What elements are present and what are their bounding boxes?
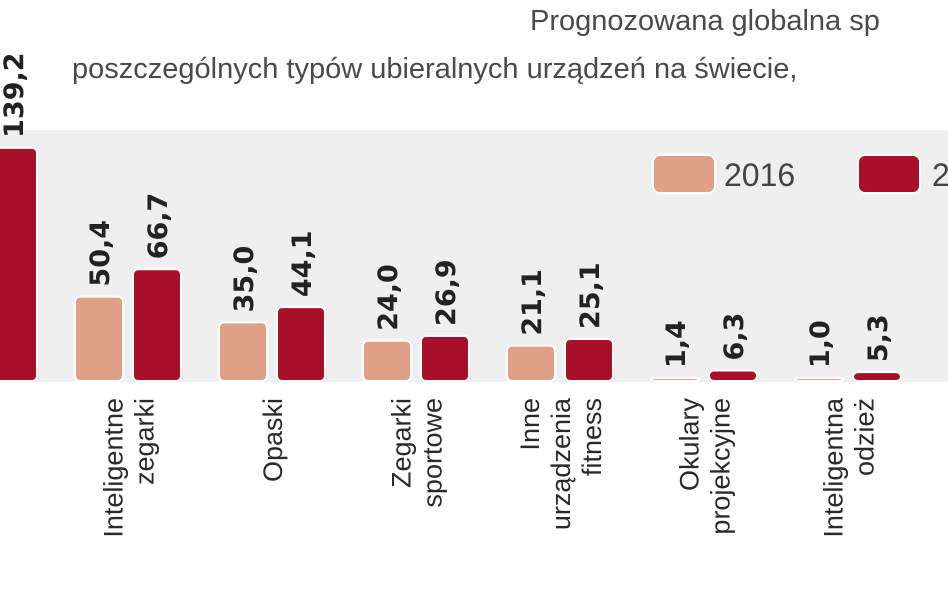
category-label: urządzenia (546, 397, 576, 530)
bar-2-6 (852, 371, 902, 382)
bar-2016-3 (362, 339, 412, 382)
category-label: Inne (515, 398, 545, 451)
category-label: Inteligentna (819, 397, 849, 538)
legend-label-second: 2 (932, 157, 948, 193)
bar-2-2 (276, 306, 326, 383)
value-label: 21,1 (517, 269, 548, 336)
bar-2016-6 (794, 377, 844, 382)
value-label: 26,9 (431, 259, 462, 326)
bar-2-1 (132, 268, 182, 382)
bar-2016-5 (650, 377, 700, 382)
value-label: 24,0 (373, 264, 404, 331)
category-label: Opaski (258, 398, 288, 482)
value-label: 1,4 (661, 320, 692, 368)
value-label: 50,4 (85, 220, 116, 287)
category-label: Zegarki (387, 398, 417, 488)
value-label: 25,1 (575, 262, 606, 329)
category-label: sportowe (418, 398, 448, 508)
category-label: zegarki (130, 398, 160, 485)
value-label: 35,0 (229, 246, 260, 313)
category-label: fitness (577, 398, 607, 476)
bar-2-3 (420, 334, 470, 383)
category-label: Okulary (675, 398, 705, 492)
bar-2-5 (708, 369, 758, 383)
bar-2-0 (0, 146, 38, 382)
legend-label-2016: 2016 (724, 157, 795, 193)
legend-swatch-second (857, 154, 921, 194)
chart-title-line-1: Prognozowana globalna sp (530, 5, 880, 37)
bar-2016-4 (506, 344, 556, 382)
category-label: Inteligentne (99, 398, 129, 538)
value-label: 66,7 (143, 193, 174, 260)
value-label: 1,0 (805, 320, 836, 368)
category-label: odzież (850, 398, 880, 476)
chart-title-line-2: poszczególnych typów ubieralnych urządze… (72, 53, 797, 85)
bar-2016-2 (218, 321, 268, 382)
value-label: 6,3 (719, 313, 750, 361)
bar-2016-1 (74, 295, 124, 382)
bar-2-4 (564, 337, 614, 382)
category-label: projekcyjne (706, 398, 736, 535)
value-label: 139,2 (0, 52, 30, 137)
legend: 2016 2 (652, 154, 948, 194)
legend-swatch-2016 (652, 154, 716, 194)
value-label: 5,3 (863, 314, 894, 362)
value-label: 44,1 (287, 231, 318, 298)
